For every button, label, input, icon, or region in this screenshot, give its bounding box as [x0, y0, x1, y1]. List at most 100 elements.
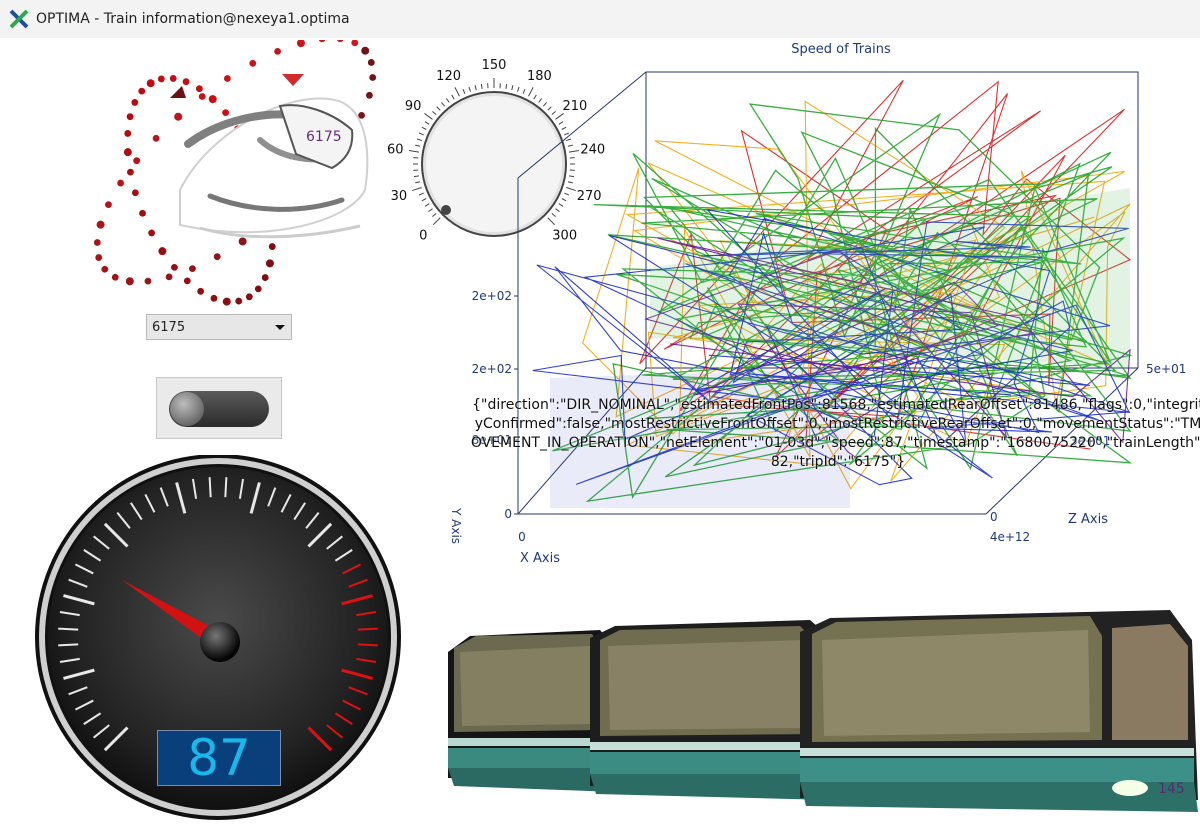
gauge-tick: [356, 610, 377, 617]
knob-face: [426, 96, 562, 232]
orbit-dot: [265, 259, 274, 268]
z-tick-label: 3e+01: [1070, 434, 1110, 448]
orbit-dot: [195, 85, 203, 93]
z-tick-label: 0: [990, 510, 998, 524]
speedometer-gauge: [35, 455, 401, 820]
orbit-dot: [105, 201, 112, 209]
gauge-tick: [175, 482, 187, 514]
orbit-dot: [249, 59, 257, 67]
orbit-dot: [361, 46, 370, 55]
train-car-2: [590, 620, 830, 800]
orbit-dot: [174, 112, 183, 121]
knob-tick: [432, 212, 437, 217]
orbit-dot: [222, 297, 231, 306]
orbit-dot: [157, 75, 165, 83]
gauge-tick: [326, 724, 343, 739]
knob-tick: [418, 192, 424, 196]
y-tick-label: 8e+01: [472, 433, 512, 447]
gauge-tick: [238, 478, 245, 499]
knob-tick: [564, 192, 570, 196]
train-badge-text: 6175: [306, 129, 342, 145]
knob-tick: [547, 217, 556, 226]
window-title: OPTIMA - Train information@nexeya1.optim…: [36, 11, 350, 27]
status-message-json: {"direction":"DIR_NOMINAL","estimatedFro…: [470, 397, 1200, 470]
knob-tick: [445, 98, 450, 103]
gauge-tick: [58, 627, 79, 631]
orbit-dot: [235, 297, 243, 305]
knob-tick: [413, 175, 420, 178]
gauge-tick: [93, 724, 110, 739]
gauge-tick: [293, 502, 306, 521]
knob-tick: [424, 113, 433, 120]
knob-label: 0: [419, 229, 427, 244]
gauge-tick: [74, 563, 94, 575]
orbit-dot: [367, 59, 375, 66]
knob-tick: [415, 144, 421, 147]
orbit-dot: [245, 293, 253, 301]
orbit-dot: [165, 273, 173, 281]
knob-tick: [408, 150, 420, 153]
orbit-dot: [296, 40, 305, 48]
knob-tick: [568, 150, 580, 153]
train-3d-model: 145: [448, 610, 1198, 812]
toggle-container: [156, 377, 282, 439]
knob-tick: [474, 85, 477, 91]
gauge-tick: [342, 699, 362, 711]
gauge-tick: [357, 643, 378, 647]
orbit-dot: [133, 157, 141, 165]
orbit-dot: [144, 277, 152, 285]
knob-label: 30: [391, 189, 408, 204]
knob-tick: [421, 126, 427, 130]
toggle-knob[interactable]: [170, 392, 204, 426]
gauge-tick: [83, 549, 102, 562]
gauge-tick: [159, 487, 169, 507]
gauge-tick-marks: [58, 477, 378, 752]
orbit-dot: [222, 109, 230, 117]
gauge-tick: [326, 535, 343, 550]
gauge-tick: [68, 686, 88, 696]
gauge-tick: [59, 610, 80, 617]
knob-tick: [566, 138, 572, 141]
train-select-dropdown[interactable]: 6175: [146, 314, 292, 340]
knob-label: 240: [580, 142, 605, 157]
knob-tick: [533, 94, 537, 100]
chart-series-line: [532, 208, 1131, 486]
y-tick-label: 2e+02: [472, 362, 512, 376]
orbit-dots: [93, 40, 377, 306]
x-tick-label: 0: [518, 530, 526, 544]
gauge-tick: [59, 657, 80, 664]
orbit-dot: [127, 168, 134, 176]
knob-tick: [558, 121, 564, 125]
orbit-dot: [148, 229, 156, 237]
knob-tick: [547, 106, 552, 111]
knob-tick: [517, 86, 520, 92]
knob-tick: [551, 111, 556, 116]
gauge-tick: [356, 657, 377, 664]
train-car-1: [448, 630, 616, 792]
orbit-dot: [318, 40, 326, 43]
knob-label: 180: [527, 69, 552, 84]
knob-tick: [568, 175, 575, 178]
knob-tick: [454, 87, 460, 97]
knob-tick: [522, 88, 526, 94]
orbit-dot: [124, 130, 132, 137]
chart-area-band: [550, 368, 850, 508]
y-tick-label: 0: [504, 507, 512, 521]
gauge-tick: [249, 482, 261, 514]
chart-series-lines: [532, 79, 1133, 508]
gauge-tick: [103, 522, 129, 548]
toggle-switch[interactable]: [169, 391, 269, 427]
orbit-dot: [213, 253, 221, 261]
gauge-tick: [224, 477, 228, 498]
gauge-tick: [191, 478, 198, 499]
speed-lcd-display: 87: [157, 730, 281, 786]
orbit-dot: [274, 47, 281, 55]
knob-tick: [567, 181, 573, 184]
gauge-tick: [63, 668, 95, 680]
gauge-tick: [307, 726, 333, 752]
speed-knob[interactable]: 0 30 60 90 120 150 180 210 240 270 300: [380, 40, 630, 255]
knob-tick: [421, 198, 427, 202]
gauge-tick: [83, 712, 102, 725]
knob-tick: [551, 212, 556, 217]
orbit-dot: [111, 273, 119, 281]
